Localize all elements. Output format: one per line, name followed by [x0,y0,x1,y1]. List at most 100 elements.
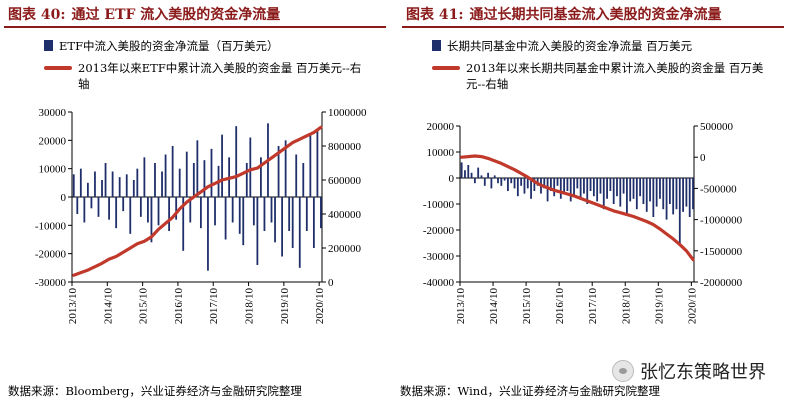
flow-bar [164,154,167,197]
flow-bar [132,180,135,197]
y-right-tick-label: -500000 [700,183,737,195]
flow-bar [284,140,287,197]
flow-bar [516,178,519,197]
flow-bar [592,178,595,197]
flow-bar [473,178,476,184]
flow-bar [207,197,209,271]
flow-bar [490,178,493,189]
flow-bar [619,178,622,207]
flow-bar [79,168,82,197]
flow-bar [224,197,227,240]
flow-bar [546,178,549,202]
flow-bar [238,197,241,234]
flow-bar [175,197,178,220]
flow-bar [688,178,691,217]
flow-bar [182,197,185,251]
legend-entry-bar: ETF中流入美股的资金净流量（百万美元） [44,38,364,54]
figure-41-title-text: 通过长期共同基金流入美股的资金净流量 [469,7,722,23]
flow-bar [645,178,648,212]
x-tick-label: 2014/10 [488,288,500,325]
flow-bar [291,197,294,248]
figure-41-legend: 长期共同基金中流入美股的资金净流量 百万美元 2013年以来长期共同基金中累计流… [432,38,772,98]
flow-bar [118,177,121,197]
flow-bar [270,197,273,223]
flow-bar [154,163,156,197]
figure-40-source: 数据来源：Bloomberg，兴业证券经济与金融研究院整理 [8,384,302,398]
watermark: 张忆东策略世界 [612,358,766,384]
flow-bar [470,172,473,178]
flow-bar [178,168,181,197]
flow-bar [629,178,632,202]
legend-line-label: 2013年以来ETF中累计流入美股的资金量 百万美元--右轴 [78,61,362,91]
flow-bar [111,171,114,197]
flow-bar [86,182,89,197]
figure-40-title-rule [4,26,386,28]
flow-bar [606,178,608,199]
flow-bar [549,178,552,191]
legend-bar-label: 长期共同基金中流入美股的资金净流量 百万美元 [447,39,693,53]
flow-bar [543,178,546,189]
flow-bar [97,197,100,217]
flow-bar [586,178,589,204]
y-left-tick-label: 20000 [39,135,67,147]
flow-bar [210,148,213,197]
flow-bar [662,178,665,210]
flow-bar [513,178,516,189]
flow-bar [675,178,678,210]
y-left-tick-label: -20000 [35,249,67,261]
flow-bar [493,175,496,178]
flow-bar [288,197,291,231]
flow-bar [612,178,615,204]
y-right-tick-label: 800000 [328,141,362,153]
figure-41-panel: 图表 41: 通过长期共同基金流入美股的资金净流量 长期共同基金中流入美股的资金净… [398,0,788,380]
flow-bar [622,178,625,194]
flow-bar [277,146,280,197]
flow-bar [161,171,163,197]
figure-40-title: 图表 40: 通过 ETF 流入美股的资金净流量 [8,4,280,24]
flow-bar [655,178,658,207]
flow-bar [94,171,96,197]
flow-bar [150,197,153,243]
y-right-tick-label: 0 [328,277,334,289]
flow-bar [523,178,526,194]
flow-bar [199,197,202,229]
figure-41-source: 数据来源：Wind，兴业证券经济与金融研究院整理 [400,384,661,398]
flow-bar [566,178,569,191]
flow-bar [143,157,146,197]
flow-bar [157,197,160,226]
wechat-icon [612,360,634,382]
x-tick-label: 2015/10 [138,288,150,325]
flow-bar [125,174,128,197]
flow-bar [530,178,532,199]
flow-bar [665,178,668,220]
flow-bar [477,167,480,178]
y-left-tick-label: 30000 [39,107,67,119]
flow-bar [168,197,171,231]
figure-40-title-text: 通过 ETF 流入美股的资金净流量 [71,7,281,23]
legend-line-label: 2013年以来长期共同基金中累计流入美股的资金量 百万美元--右轴 [466,61,764,91]
flow-bar [563,178,566,194]
legend-entry-line: 2013年以来ETF中累计流入美股的资金量 百万美元--右轴 [44,60,364,92]
flow-bar [147,197,149,223]
flow-bar [249,137,252,197]
y-right-tick-label: -2000000 [700,277,743,289]
legend-entry-line: 2013年以来长期共同基金中累计流入美股的资金量 百万美元--右轴 [432,60,772,92]
figure-40-legend: ETF中流入美股的资金净流量（百万美元） 2013年以来ETF中累计流入美股的资… [44,38,364,98]
flow-bar [659,178,661,199]
flow-bar [573,178,575,197]
flow-bar [281,197,283,257]
x-tick-label: 2014/10 [102,288,114,325]
flow-bar [576,178,579,189]
y-right-tick-label: 400000 [328,209,362,221]
x-tick-label: 2019/10 [279,288,291,325]
flow-bar [235,126,238,197]
legend-entry-bar: 长期共同基金中流入美股的资金净流量 百万美元 [432,38,772,54]
x-tick-label: 2013/10 [455,288,467,325]
flow-bar [189,197,192,223]
flow-bar [556,178,559,186]
y-left-tick-label: -10000 [35,220,67,232]
flow-bar [487,172,489,178]
flow-bar [214,197,216,226]
flow-bar [242,197,245,246]
flow-bar [263,197,266,231]
